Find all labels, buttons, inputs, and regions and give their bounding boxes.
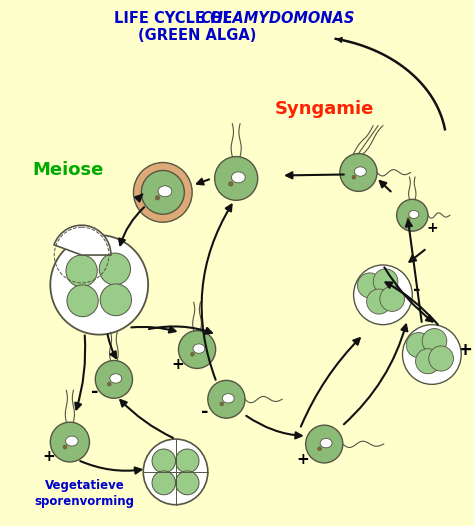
FancyArrowPatch shape — [301, 338, 360, 427]
Circle shape — [422, 329, 447, 353]
Circle shape — [63, 445, 67, 449]
Text: Vegetatieve
sporenvorming: Vegetatieve sporenvorming — [35, 479, 135, 508]
Circle shape — [95, 360, 133, 398]
Circle shape — [208, 380, 245, 418]
Text: (GREEN ALGA): (GREEN ALGA) — [138, 28, 257, 43]
FancyArrowPatch shape — [344, 325, 407, 424]
Ellipse shape — [193, 344, 205, 353]
Circle shape — [215, 157, 258, 200]
Text: -: - — [413, 281, 421, 299]
Text: LIFE CYCLE OF: LIFE CYCLE OF — [114, 11, 237, 26]
Circle shape — [143, 439, 208, 505]
Circle shape — [402, 325, 461, 385]
FancyArrowPatch shape — [246, 416, 301, 438]
Circle shape — [175, 471, 199, 495]
Ellipse shape — [65, 436, 78, 446]
Text: +: + — [426, 221, 438, 235]
Circle shape — [100, 284, 131, 316]
Ellipse shape — [231, 172, 245, 183]
Circle shape — [352, 175, 356, 179]
FancyArrowPatch shape — [201, 205, 232, 380]
Circle shape — [191, 352, 194, 356]
Circle shape — [108, 382, 111, 386]
Circle shape — [429, 346, 454, 371]
Circle shape — [175, 449, 199, 473]
Circle shape — [406, 332, 431, 358]
FancyArrowPatch shape — [75, 336, 85, 409]
Circle shape — [179, 331, 216, 368]
Circle shape — [357, 273, 382, 298]
Circle shape — [373, 269, 398, 294]
FancyArrowPatch shape — [149, 327, 212, 333]
Circle shape — [318, 447, 321, 451]
Circle shape — [152, 449, 175, 473]
FancyArrowPatch shape — [406, 220, 422, 322]
Circle shape — [407, 218, 410, 221]
Text: +: + — [42, 449, 55, 464]
Circle shape — [134, 163, 192, 222]
Ellipse shape — [222, 393, 234, 403]
Circle shape — [155, 196, 160, 200]
Circle shape — [354, 265, 412, 325]
Text: -: - — [201, 403, 209, 421]
Text: Meiose: Meiose — [32, 161, 104, 179]
Circle shape — [50, 422, 90, 462]
Circle shape — [67, 285, 98, 317]
FancyArrowPatch shape — [80, 461, 141, 473]
Circle shape — [152, 471, 175, 495]
FancyArrowPatch shape — [131, 327, 175, 332]
Ellipse shape — [158, 186, 172, 197]
FancyArrowPatch shape — [108, 335, 116, 358]
Text: +: + — [171, 358, 184, 372]
FancyArrowPatch shape — [197, 179, 209, 185]
FancyArrowPatch shape — [120, 400, 173, 438]
FancyArrowPatch shape — [410, 250, 425, 262]
Circle shape — [50, 235, 148, 335]
FancyArrowPatch shape — [286, 172, 344, 178]
FancyArrowPatch shape — [380, 181, 391, 191]
Ellipse shape — [110, 373, 122, 383]
Circle shape — [66, 255, 97, 287]
Circle shape — [99, 253, 130, 285]
Circle shape — [397, 199, 428, 231]
Circle shape — [306, 425, 343, 463]
Circle shape — [228, 181, 233, 186]
Text: CHLAMYDOMONAS: CHLAMYDOMONAS — [200, 11, 355, 26]
Circle shape — [380, 286, 404, 311]
Ellipse shape — [409, 210, 419, 218]
Wedge shape — [54, 225, 111, 255]
FancyArrowPatch shape — [119, 207, 144, 245]
FancyArrowPatch shape — [336, 37, 342, 43]
Circle shape — [340, 154, 377, 191]
Circle shape — [416, 349, 440, 374]
Text: -: - — [91, 383, 98, 401]
Text: +: + — [457, 340, 473, 359]
Text: Syngamie: Syngamie — [274, 100, 374, 118]
Ellipse shape — [355, 167, 366, 176]
FancyArrowPatch shape — [384, 267, 433, 321]
Text: +: + — [296, 452, 309, 467]
FancyArrowPatch shape — [385, 282, 438, 325]
Ellipse shape — [320, 438, 332, 448]
Circle shape — [220, 402, 224, 406]
Circle shape — [141, 170, 184, 214]
Circle shape — [367, 289, 392, 314]
FancyArrowPatch shape — [135, 194, 142, 201]
